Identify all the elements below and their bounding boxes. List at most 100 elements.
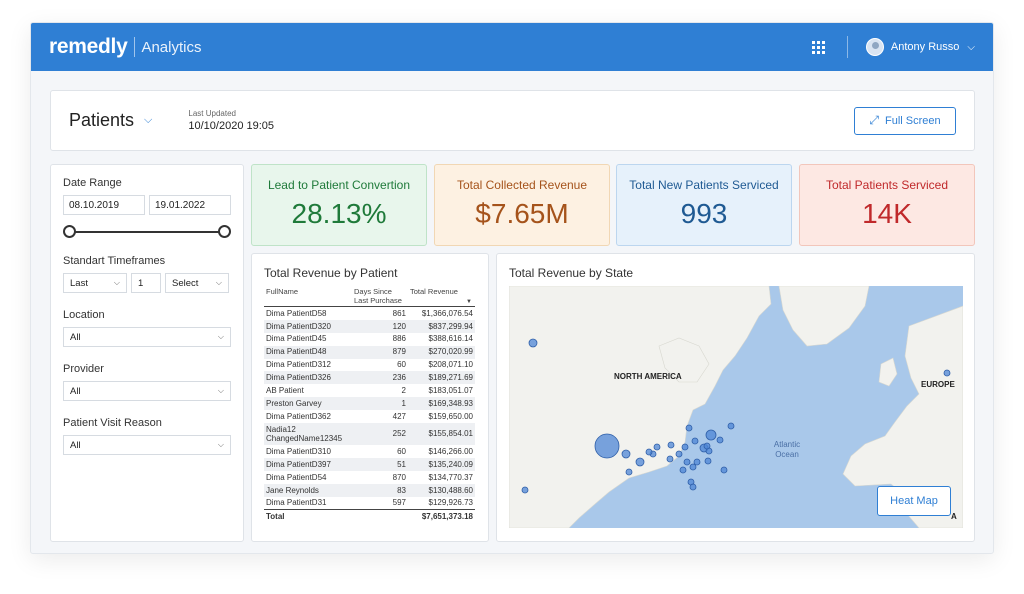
revenue-bubble[interactable] <box>943 369 951 377</box>
cell-fullname: Dima PatientD397 <box>266 459 331 469</box>
cell-revenue: $135,240.09 <box>428 459 474 469</box>
table-row[interactable]: Nadia12 ChangedName12345 252 $155,854.01 <box>264 422 475 446</box>
table-row[interactable]: Dima PatientD326 236 $189,271.69 <box>264 371 475 385</box>
page-title[interactable]: Patients <box>69 110 135 130</box>
cell-days: 120 <box>392 321 406 331</box>
column-header[interactable]: FullName <box>266 287 299 296</box>
revenue-bubble[interactable] <box>689 463 697 471</box>
revenue-bubble[interactable] <box>727 422 735 430</box>
cell-revenue: $189,271.69 <box>428 373 474 383</box>
revenue-bubble[interactable] <box>705 429 717 441</box>
revenue-bubble[interactable] <box>685 424 693 432</box>
total-value: $7,651,373.18 <box>421 512 473 521</box>
revenue-by-state-card: Total Revenue by State NORTH AMERICA EUR… <box>496 253 975 542</box>
revenue-bubble[interactable] <box>667 441 675 449</box>
cell-fullname: Dima PatientD54 <box>266 472 327 482</box>
revenue-bubble[interactable] <box>703 442 711 450</box>
table-scroll-area[interactable]: Dima PatientD58 861 $1,366,076.54 Dima Pati… <box>264 307 476 509</box>
revenue-bubble[interactable] <box>635 457 645 467</box>
table-row[interactable]: Jane Reynolds 83 $130,488.60 <box>264 483 475 497</box>
revenue-bubble[interactable] <box>679 466 687 474</box>
revenue-bubble[interactable] <box>625 468 633 476</box>
revenue-map[interactable]: NORTH AMERICA EUROPE Atlantic Ocean A He… <box>509 286 963 528</box>
cell-days: 2 <box>401 385 406 395</box>
revenue-bubble[interactable] <box>528 338 538 348</box>
column-header[interactable]: Total Revenue ▼ <box>408 286 475 307</box>
column-header[interactable]: Days Since Last Purchase <box>354 287 402 305</box>
kpi-card-new-patients[interactable]: Total New Patients Serviced 993 <box>616 164 792 246</box>
cell-revenue: $129,926.73 <box>428 498 474 508</box>
cell-revenue: $388,616.14 <box>428 334 474 344</box>
table-row[interactable]: Dima PatientD362 427 $159,650.00 <box>264 410 475 423</box>
date-range-label: Date Range <box>63 177 122 189</box>
date-range-slider[interactable] <box>63 225 231 239</box>
cell-fullname: Dima PatientD45 <box>266 334 327 344</box>
timeframes-label: Standart Timeframes <box>63 255 166 267</box>
sort-desc-icon[interactable]: ▼ <box>466 299 472 305</box>
table-row[interactable]: Dima PatientD312 60 $208,071.10 <box>264 359 475 372</box>
table-row[interactable]: Dima PatientD31 597 $129,926.73 <box>264 497 475 509</box>
slider-track <box>69 231 225 233</box>
revenue-bubble[interactable] <box>666 455 674 463</box>
slider-handle-end[interactable] <box>218 225 231 238</box>
revenue-bubble[interactable] <box>689 483 697 491</box>
revenue-bubble[interactable] <box>594 433 620 459</box>
page-title-chevron-icon[interactable]: ⌵ <box>144 114 153 126</box>
table-row[interactable]: Dima PatientD58 861 $1,366,076.54 <box>264 307 475 320</box>
cell-revenue: $270,020.99 <box>428 347 474 357</box>
brand-divider <box>134 37 136 57</box>
full-screen-button[interactable]: ⤢ Full Screen <box>854 106 956 135</box>
timeframe-period-select[interactable]: Select ⌵ <box>165 273 229 293</box>
table-row[interactable]: Dima PatientD310 60 $146,266.00 <box>264 445 475 458</box>
timeframe-unit-select[interactable]: Last ⌵ <box>63 273 127 293</box>
last-updated: Last Updated 10/10/2020 19:05 <box>188 109 274 132</box>
revenue-bubble[interactable] <box>693 458 701 466</box>
revenue-bubble[interactable] <box>681 443 689 451</box>
cell-fullname: Dima PatientD326 <box>266 373 331 383</box>
revenue-bubble[interactable] <box>521 486 529 494</box>
cell-revenue: $146,266.00 <box>428 446 474 456</box>
cell-fullname: Dima PatientD312 <box>266 360 331 370</box>
table-row[interactable]: Dima PatientD54 870 $134,770.37 <box>264 471 475 484</box>
chevron-down-icon[interactable]: ⌵ <box>967 41 975 53</box>
kpi-card-collected-revenue[interactable]: Total Collected Revenue $7.65M <box>434 164 610 246</box>
revenue-table: FullName Days Since Last Purchase Total … <box>264 286 475 307</box>
revenue-bubble[interactable] <box>653 443 661 451</box>
revenue-bubble[interactable] <box>720 466 728 474</box>
cell-days: 879 <box>392 347 406 357</box>
visit-reason-select[interactable]: All ⌵ <box>63 435 231 455</box>
timeframe-count-input[interactable]: 1 <box>131 273 161 293</box>
revenue-bubble[interactable] <box>704 457 712 465</box>
europe-label: EUROPE <box>921 380 955 389</box>
heat-map-button[interactable]: Heat Map <box>877 486 951 516</box>
apps-grid-icon[interactable] <box>811 40 825 54</box>
user-avatar[interactable] <box>865 38 884 56</box>
revenue-bubble[interactable] <box>683 458 691 466</box>
table-row[interactable]: Preston Garvey 1 $169,348.93 <box>264 397 475 410</box>
revenue-bubble[interactable] <box>645 448 653 456</box>
table-row[interactable]: Dima PatientD48 879 $270,020.99 <box>264 345 475 359</box>
revenue-bubble[interactable] <box>691 437 699 445</box>
brand-logo[interactable]: remedly <box>49 35 128 58</box>
table-row[interactable]: Dima PatientD397 51 $135,240.09 <box>264 458 475 471</box>
provider-select[interactable]: All ⌵ <box>63 381 231 401</box>
date-to-input[interactable]: 19.01.2022 <box>149 195 231 215</box>
table-row[interactable]: Dima PatientD320 120 $837,299.94 <box>264 319 475 333</box>
cell-days: 236 <box>392 373 406 383</box>
table-row[interactable]: AB Patient 2 $183,051.07 <box>264 384 475 397</box>
cell-days: 1 <box>401 398 406 408</box>
date-from-input[interactable]: 08.10.2019 <box>63 195 145 215</box>
table-row[interactable]: Dima PatientD45 886 $388,616.14 <box>264 333 475 346</box>
user-name[interactable]: Antony Russo <box>890 41 960 53</box>
cell-fullname: AB Patient <box>266 385 304 395</box>
location-select[interactable]: All ⌵ <box>63 327 231 347</box>
cell-days: 60 <box>397 446 406 456</box>
kpi-card-conversion[interactable]: Lead to Patient Convertion 28.13% <box>251 164 427 246</box>
kpi-card-patients-serviced[interactable]: Total Patients Serviced 14K <box>799 164 975 246</box>
slider-handle-start[interactable] <box>63 225 76 238</box>
revenue-bubble[interactable] <box>675 450 683 458</box>
revenue-bubble[interactable] <box>716 436 724 444</box>
cell-revenue: $183,051.07 <box>428 385 474 395</box>
revenue-bubble[interactable] <box>621 449 631 459</box>
north-america-landmass <box>658 337 710 383</box>
